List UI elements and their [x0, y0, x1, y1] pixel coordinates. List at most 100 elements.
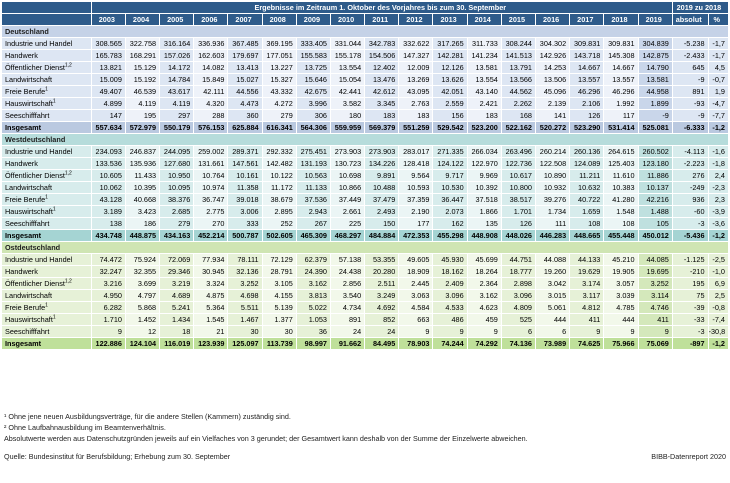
table-cell: 304.302	[534, 37, 571, 50]
table-cell: 155.583	[295, 49, 331, 62]
table-cell: 1.899	[637, 97, 673, 110]
table-cell: 459	[466, 313, 502, 326]
table-cell: 3.057	[603, 277, 639, 290]
total-cell: 74.244	[432, 337, 468, 350]
total-cell: 74.292	[466, 337, 502, 350]
table-cell: 10.062	[90, 181, 126, 194]
table-cell: 9	[603, 325, 639, 338]
table-cell: 39.018	[227, 193, 263, 206]
table-cell: 42.675	[295, 85, 331, 98]
table-cell: 9.891	[364, 169, 400, 182]
abs-change-cell: -39	[671, 301, 709, 314]
table-cell: 117	[603, 109, 639, 122]
row-label-text: Freie Berufe	[5, 302, 46, 312]
table-cell: 77.934	[193, 253, 229, 266]
table-cell: 44.088	[534, 253, 571, 266]
table-cell: 37.479	[364, 193, 400, 206]
abs-change-cell: -33	[671, 313, 709, 326]
total-cell: 113.739	[261, 337, 297, 350]
table-cell: 279	[261, 109, 297, 122]
table-cell: 306	[295, 109, 331, 122]
total-cell: 559.959	[329, 121, 366, 134]
table-cell: 4.272	[261, 97, 297, 110]
table-row: Industrie und Handel 308.565 322.758 316.16…	[1, 37, 730, 50]
table-row: Seeschifffahrt 138 186 279 270 333 252 267 225 15…	[1, 217, 730, 230]
table-cell: 3.006	[227, 205, 263, 218]
table-row: Landwirtschaft 10.062 10.395 10.095 10.974 11…	[1, 181, 730, 194]
total-cell: 520.272	[534, 121, 571, 134]
header-row-years: 2003 2004 2005 2006 2007 2008 2009 2010 2011 2012…	[1, 13, 730, 26]
table-cell: 12.402	[364, 61, 400, 74]
table-cell: 1.053	[295, 313, 331, 326]
table-cell: 270	[193, 217, 229, 230]
table-cell: 4.119	[159, 97, 195, 110]
row-label-text: Hauswirtschaft	[5, 314, 53, 324]
table-cell: 246.837	[124, 145, 161, 158]
table-cell: 3.063	[398, 289, 434, 302]
section-header: Westdeutschland	[1, 133, 729, 146]
table-cell: 78.111	[227, 253, 263, 266]
table-cell: 124.089	[569, 157, 605, 170]
table-cell: 2.190	[398, 205, 434, 218]
abs-change-cell: 936	[671, 193, 709, 206]
table-cell: 15.327	[261, 73, 297, 86]
row-label-text: Handwerk	[5, 158, 38, 168]
total-cell: 525.081	[637, 121, 673, 134]
total-pct-cell: -1,2	[707, 337, 730, 350]
table-cell: 13.227	[261, 61, 297, 74]
table-cell: 37.536	[295, 193, 331, 206]
table-cell: 183	[398, 109, 434, 122]
table-cell: 2.775	[193, 205, 229, 218]
table-cell: 13.269	[398, 73, 434, 86]
table-cell: 15.054	[329, 73, 366, 86]
table-cell: 2.685	[159, 205, 195, 218]
table-cell: 3.015	[534, 289, 571, 302]
table-cell: 43.128	[90, 193, 126, 206]
table-cell: 72.129	[261, 253, 297, 266]
header-blank	[1, 13, 92, 26]
total-cell: 434.748	[90, 229, 126, 242]
total-row: Insgesamt 557.634 572.979 550.179 576.153 625…	[1, 121, 730, 134]
year-header: 2013	[432, 13, 468, 26]
table-cell: 145.308	[603, 49, 639, 62]
table-cell: 309.831	[603, 37, 639, 50]
row-label: Handwerk	[1, 157, 92, 170]
table-cell: 2.511	[364, 277, 400, 290]
table-row: Öffentlicher Dienst1,2 3.216 3.699 3.219 3.3…	[1, 277, 730, 290]
table-row: Handwerk 133.536 135.936 127.680 131.661 147.…	[1, 157, 730, 170]
table-cell: 2.409	[432, 277, 468, 290]
total-cell: 529.542	[432, 121, 468, 134]
total-cell: 523.290	[569, 121, 605, 134]
year-header: 2018	[603, 13, 639, 26]
table-cell: 141	[534, 109, 571, 122]
table-cell: 342.783	[364, 37, 400, 50]
pct-change-cell: 4,5	[707, 61, 730, 74]
table-cell: 11.358	[227, 181, 263, 194]
table-cell: 4.797	[124, 289, 161, 302]
table-cell: 142.875	[637, 49, 673, 62]
table-cell: 42.111	[193, 85, 229, 98]
year-header: 2003	[90, 13, 126, 26]
total-cell: 472.353	[398, 229, 434, 242]
footnote-3: Absolutwerte werden aus Datenschutzgründ…	[4, 434, 528, 443]
table-cell: 4.875	[193, 289, 229, 302]
header-compare: 2019 zu 2018	[671, 1, 730, 14]
table-cell: 19.905	[603, 265, 639, 278]
table-cell: 20.280	[364, 265, 400, 278]
table-cell: 292.332	[261, 145, 297, 158]
table-cell: 308.244	[500, 37, 537, 50]
pct-change-cell: -30,8	[707, 325, 730, 338]
table-cell: 9	[398, 325, 434, 338]
table-cell: 1.548	[603, 205, 639, 218]
table-cell: 37.449	[329, 193, 366, 206]
table-cell: 195	[124, 109, 161, 122]
row-label-text: Öffentlicher Dienst	[5, 62, 65, 72]
total-label: Insgesamt	[1, 337, 92, 350]
table-cell: 1.734	[534, 205, 571, 218]
table-cell: 36.447	[432, 193, 468, 206]
abs-change-cell: -9	[671, 73, 709, 86]
table-cell: 18	[159, 325, 195, 338]
table-row: Industrie und Handel 234.093 246.837 244.09…	[1, 145, 730, 158]
year-header: 2008	[261, 13, 297, 26]
abs-change-cell: -249	[671, 181, 709, 194]
